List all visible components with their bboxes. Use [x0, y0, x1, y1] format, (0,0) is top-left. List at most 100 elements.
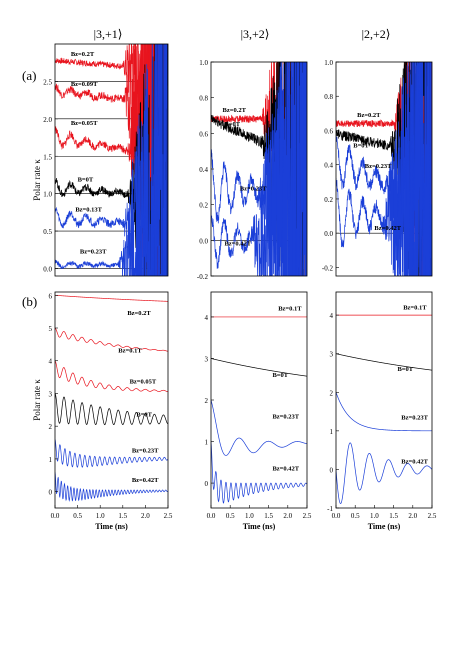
x-tick-label: 1.5	[118, 512, 127, 520]
series-label: B=0T	[353, 143, 369, 150]
y-tick-label: 1.0	[43, 191, 52, 199]
series-line-Bz=0.1T	[55, 327, 168, 352]
series-line-B=0T	[336, 353, 432, 371]
y-tick-label: 0.0	[324, 230, 333, 238]
series-label: Bz=0.42T	[374, 225, 401, 232]
chart-b2: 0 1 2 3 4 0.0 0.5 1.0 1.5 2.0 2.5 Time (ns) Bz=0.1T B…	[205, 291, 312, 531]
x-tick-label: 0.5	[226, 512, 235, 520]
y-tick-label: 0.6	[199, 130, 208, 138]
series-label: Bz=0.09T	[71, 81, 98, 88]
y-tick-label: 0.0	[43, 266, 52, 274]
series-label: Bz=0.42T	[132, 477, 159, 484]
series-line-Bz=0.23T	[55, 439, 168, 468]
series-line-Bz=0.42T	[336, 442, 432, 504]
ylabel-b: Polar rate κ	[32, 379, 42, 421]
y-tick-label: -0.2	[197, 273, 209, 281]
plot-frame	[54, 291, 169, 509]
panel-a-label: (a)	[22, 68, 36, 83]
y-tick-label: -1	[327, 505, 333, 513]
y-tick-label: 2	[330, 389, 334, 397]
x-tick-label: 0.5	[73, 512, 82, 520]
series-line-B=0T	[336, 62, 432, 276]
x-tick-label: 1.0	[96, 512, 105, 520]
x-tick-label: 1.0	[245, 512, 254, 520]
series-label: Bz=0.23T	[80, 249, 107, 256]
x-tick-label: 2.5	[303, 512, 312, 520]
x-tick-label: 0.5	[351, 512, 360, 520]
series-line-Bz=0.2T	[55, 294, 168, 302]
y-tick-label: 0.2	[199, 202, 208, 210]
panel-b-label: (b)	[22, 294, 37, 309]
x-axis-label: Time (ns)	[368, 522, 401, 531]
series-label: Bz=0.1T	[403, 304, 427, 311]
y-tick-label: 0	[49, 489, 53, 497]
y-tick-label: 2.0	[43, 116, 52, 124]
x-tick-label: 0.0	[332, 512, 341, 520]
x-axis-label: Time (ns)	[243, 522, 276, 531]
x-tick-label: 0.0	[207, 512, 216, 520]
series-label: Bz=0.05T	[71, 120, 98, 127]
series-label: Bz=0.42T	[401, 459, 428, 466]
y-tick-label: 3	[205, 355, 209, 363]
series-line-B=0T	[55, 393, 168, 426]
series-group	[55, 44, 168, 276]
series-line-Bz=0.13T	[55, 44, 168, 276]
y-tick-label: 4	[330, 312, 334, 320]
series-label: Bz=0.23T	[240, 185, 267, 192]
y-tick-label: 0.8	[324, 93, 333, 101]
series-label: Bz=0.23T	[132, 447, 159, 454]
y-tick-label: 1.0	[199, 59, 208, 67]
ylabel-a: Polar rate κ	[32, 159, 42, 201]
series-label: Bz=0.42T	[272, 466, 299, 473]
series-label: B=0T	[397, 366, 413, 373]
y-tick-label: 0.5	[43, 228, 52, 236]
series-line-Bz=0.42T	[336, 62, 432, 276]
y-tick-label: 3	[330, 351, 334, 359]
x-tick-label: 2.5	[428, 512, 437, 520]
x-tick-label: 2.0	[408, 512, 417, 520]
x-tick-label: 2.0	[283, 512, 292, 520]
y-tick-label: 1	[205, 439, 209, 447]
y-tick-label: 2	[49, 423, 53, 431]
series-label: Bz=0.23T	[365, 163, 392, 170]
chart-a3: -0.2 0.0 0.2 0.4 0.6 0.8 1.0 Bz=0.2T B=0T Bz=0.23…	[322, 59, 433, 277]
y-tick-label: 1	[330, 428, 334, 436]
y-tick-label: 2	[205, 397, 209, 405]
plot-frame	[335, 291, 433, 509]
y-tick-label: 0.4	[199, 166, 208, 174]
series-line-Bz=0.09T	[55, 44, 168, 276]
series-line-Bz=0.42T	[211, 441, 307, 504]
x-tick-label: 2.5	[164, 512, 173, 520]
chart-a1: 0.0 0.5 1.0 1.5 2.0 2.5 Bz=0.2T Bz=0.09T Bz=0.05…	[43, 43, 169, 277]
series-line-Bz=0.05T	[55, 360, 168, 393]
series-label: Bz=0.23T	[272, 414, 299, 421]
series-group	[211, 316, 307, 504]
series-line-Bz=0.23T	[55, 44, 168, 276]
series-line-Bz=0.42T	[211, 62, 307, 276]
series-line-B=0T	[211, 358, 307, 377]
series-group	[336, 62, 432, 276]
column-title-2: |3,+2⟩	[241, 27, 270, 41]
y-tick-label: 1	[49, 456, 53, 464]
y-tick-label: 0	[205, 480, 209, 488]
y-tick-label: -0.2	[322, 264, 334, 272]
column-title-1: |3,+1⟩	[94, 27, 123, 41]
y-tick-label: 5	[49, 325, 53, 333]
chart-b3: -1 0 1 2 3 4 0.0 0.5 1.0 1.5 2.0 2.5 Time (ns) Bz=0.1…	[327, 291, 437, 531]
series-group	[55, 294, 168, 502]
series-label: B=0T	[136, 411, 152, 418]
y-tick-label: 0.8	[199, 95, 208, 103]
y-tick-label: 1.0	[324, 59, 333, 67]
y-tick-label: 0	[330, 466, 334, 474]
y-tick-label: 6	[49, 292, 53, 300]
series-line-B=0T	[55, 44, 168, 276]
y-tick-label: 4	[49, 358, 53, 366]
series-label: Bz=0.1T	[118, 348, 142, 355]
series-label: B=0T	[272, 372, 288, 379]
series-group	[336, 314, 432, 504]
series-label: Bz=0.2T	[357, 112, 381, 119]
y-tick-label: 0.2	[324, 196, 333, 204]
series-label: Bz=0.42T	[224, 241, 251, 248]
series-line-Bz=0.23T	[211, 62, 307, 276]
y-tick-label: 3	[49, 390, 53, 398]
